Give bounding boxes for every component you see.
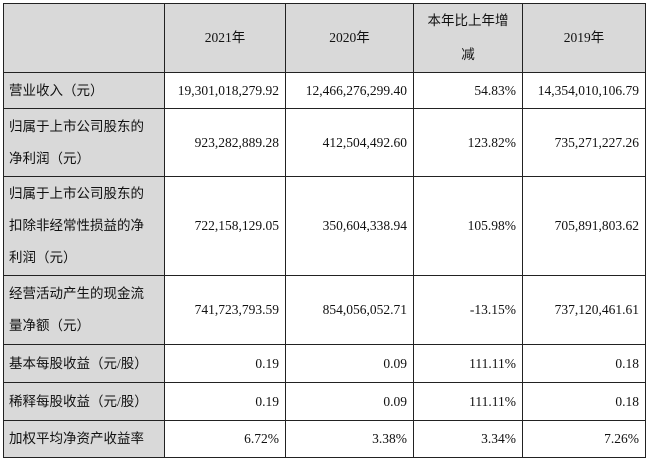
cell-value: 722,158,129.05 xyxy=(164,176,286,276)
row-label-line: 稀释每股收益（元/股） xyxy=(9,393,148,409)
row-label: 归属于上市公司股东的 扣除非经常性损益的净 利润（元） xyxy=(3,176,165,276)
row-label: 稀释每股收益（元/股） xyxy=(3,382,165,421)
cell-value: 7.26% xyxy=(522,420,646,458)
row-label-line: 营业收入（元） xyxy=(9,82,104,98)
cell-value: 14,354,010,106.79 xyxy=(522,72,646,109)
cell-value: 105.98% xyxy=(413,176,523,276)
cell-value: 0.18 xyxy=(522,382,646,421)
cell-value: 19,301,018,279.92 xyxy=(164,72,286,109)
header-change-line: 本年比上年增 xyxy=(427,13,509,28)
cell-value: 923,282,889.28 xyxy=(164,108,286,177)
cell-value: 123.82% xyxy=(413,108,523,177)
header-2019: 2019年 xyxy=(522,3,646,73)
cell-value: 3.34% xyxy=(413,420,523,458)
cell-value: 0.18 xyxy=(522,344,646,383)
row-label-line: 归属于上市公司股东的 xyxy=(9,186,144,201)
cell-value: 6.72% xyxy=(164,420,286,458)
cell-value: 12,466,276,299.40 xyxy=(285,72,414,109)
cell-value: 741,723,793.59 xyxy=(164,275,286,345)
cell-value: 737,120,461.61 xyxy=(522,275,646,345)
table-row: 归属于上市公司股东的 净利润（元） 923,282,889.28 412,504,49… xyxy=(3,108,646,177)
row-label: 基本每股收益（元/股） xyxy=(3,344,165,383)
row-label: 经营活动产生的现金流 量净额（元） xyxy=(3,275,165,345)
header-row: 2021年 2020年 本年比上年增 减 2019年 xyxy=(3,3,646,73)
row-label-line: 经营活动产生的现金流 xyxy=(9,286,144,301)
cell-value: 735,271,227.26 xyxy=(522,108,646,177)
row-label-line: 基本每股收益（元/股） xyxy=(9,355,148,371)
header-2020: 2020年 xyxy=(285,3,414,73)
header-blank xyxy=(3,3,165,73)
cell-value: 3.38% xyxy=(285,420,414,458)
header-change: 本年比上年增 减 xyxy=(413,3,523,73)
row-label-line: 利润（元） xyxy=(9,250,77,265)
cell-value: 111.11% xyxy=(413,344,523,383)
cell-value: 412,504,492.60 xyxy=(285,108,414,177)
row-label: 加权平均净资产收益率 xyxy=(3,420,165,458)
cell-value: 111.11% xyxy=(413,382,523,421)
row-label-line: 量净额（元） xyxy=(9,318,90,333)
cell-value: 350,604,338.94 xyxy=(285,176,414,276)
row-label-line: 加权平均净资产收益率 xyxy=(9,431,144,446)
cell-value: 705,891,803.62 xyxy=(522,176,646,276)
cell-value: 0.19 xyxy=(164,382,286,421)
cell-value: 854,056,052.71 xyxy=(285,275,414,345)
cell-value: -13.15% xyxy=(413,275,523,345)
financial-summary-table: 2021年 2020年 本年比上年增 减 2019年 营业收入（元） 19,301… xyxy=(3,3,646,458)
row-label: 归属于上市公司股东的 净利润（元） xyxy=(3,108,165,177)
cell-value: 0.09 xyxy=(285,344,414,383)
table-row: 经营活动产生的现金流 量净额（元） 741,723,793.59 854,056,05… xyxy=(3,275,646,345)
row-label-line: 归属于上市公司股东的 xyxy=(9,118,144,134)
row-label-line: 净利润（元） xyxy=(9,150,90,166)
cell-value: 0.09 xyxy=(285,382,414,421)
header-change-line: 减 xyxy=(461,47,475,62)
table-row: 基本每股收益（元/股） 0.19 0.09 111.11% 0.18 xyxy=(3,344,646,383)
table-row: 稀释每股收益（元/股） 0.19 0.09 111.11% 0.18 xyxy=(3,382,646,421)
table-row: 营业收入（元） 19,301,018,279.92 12,466,276,299.4… xyxy=(3,72,646,109)
row-label: 营业收入（元） xyxy=(3,72,165,109)
header-2021: 2021年 xyxy=(164,3,286,73)
table-row: 加权平均净资产收益率 6.72% 3.38% 3.34% 7.26% xyxy=(3,420,646,458)
row-label-line: 扣除非经常性损益的净 xyxy=(9,218,144,233)
table-row: 归属于上市公司股东的 扣除非经常性损益的净 利润（元） 722,158,129.05 3… xyxy=(3,176,646,276)
cell-value: 0.19 xyxy=(164,344,286,383)
cell-value: 54.83% xyxy=(413,72,523,109)
